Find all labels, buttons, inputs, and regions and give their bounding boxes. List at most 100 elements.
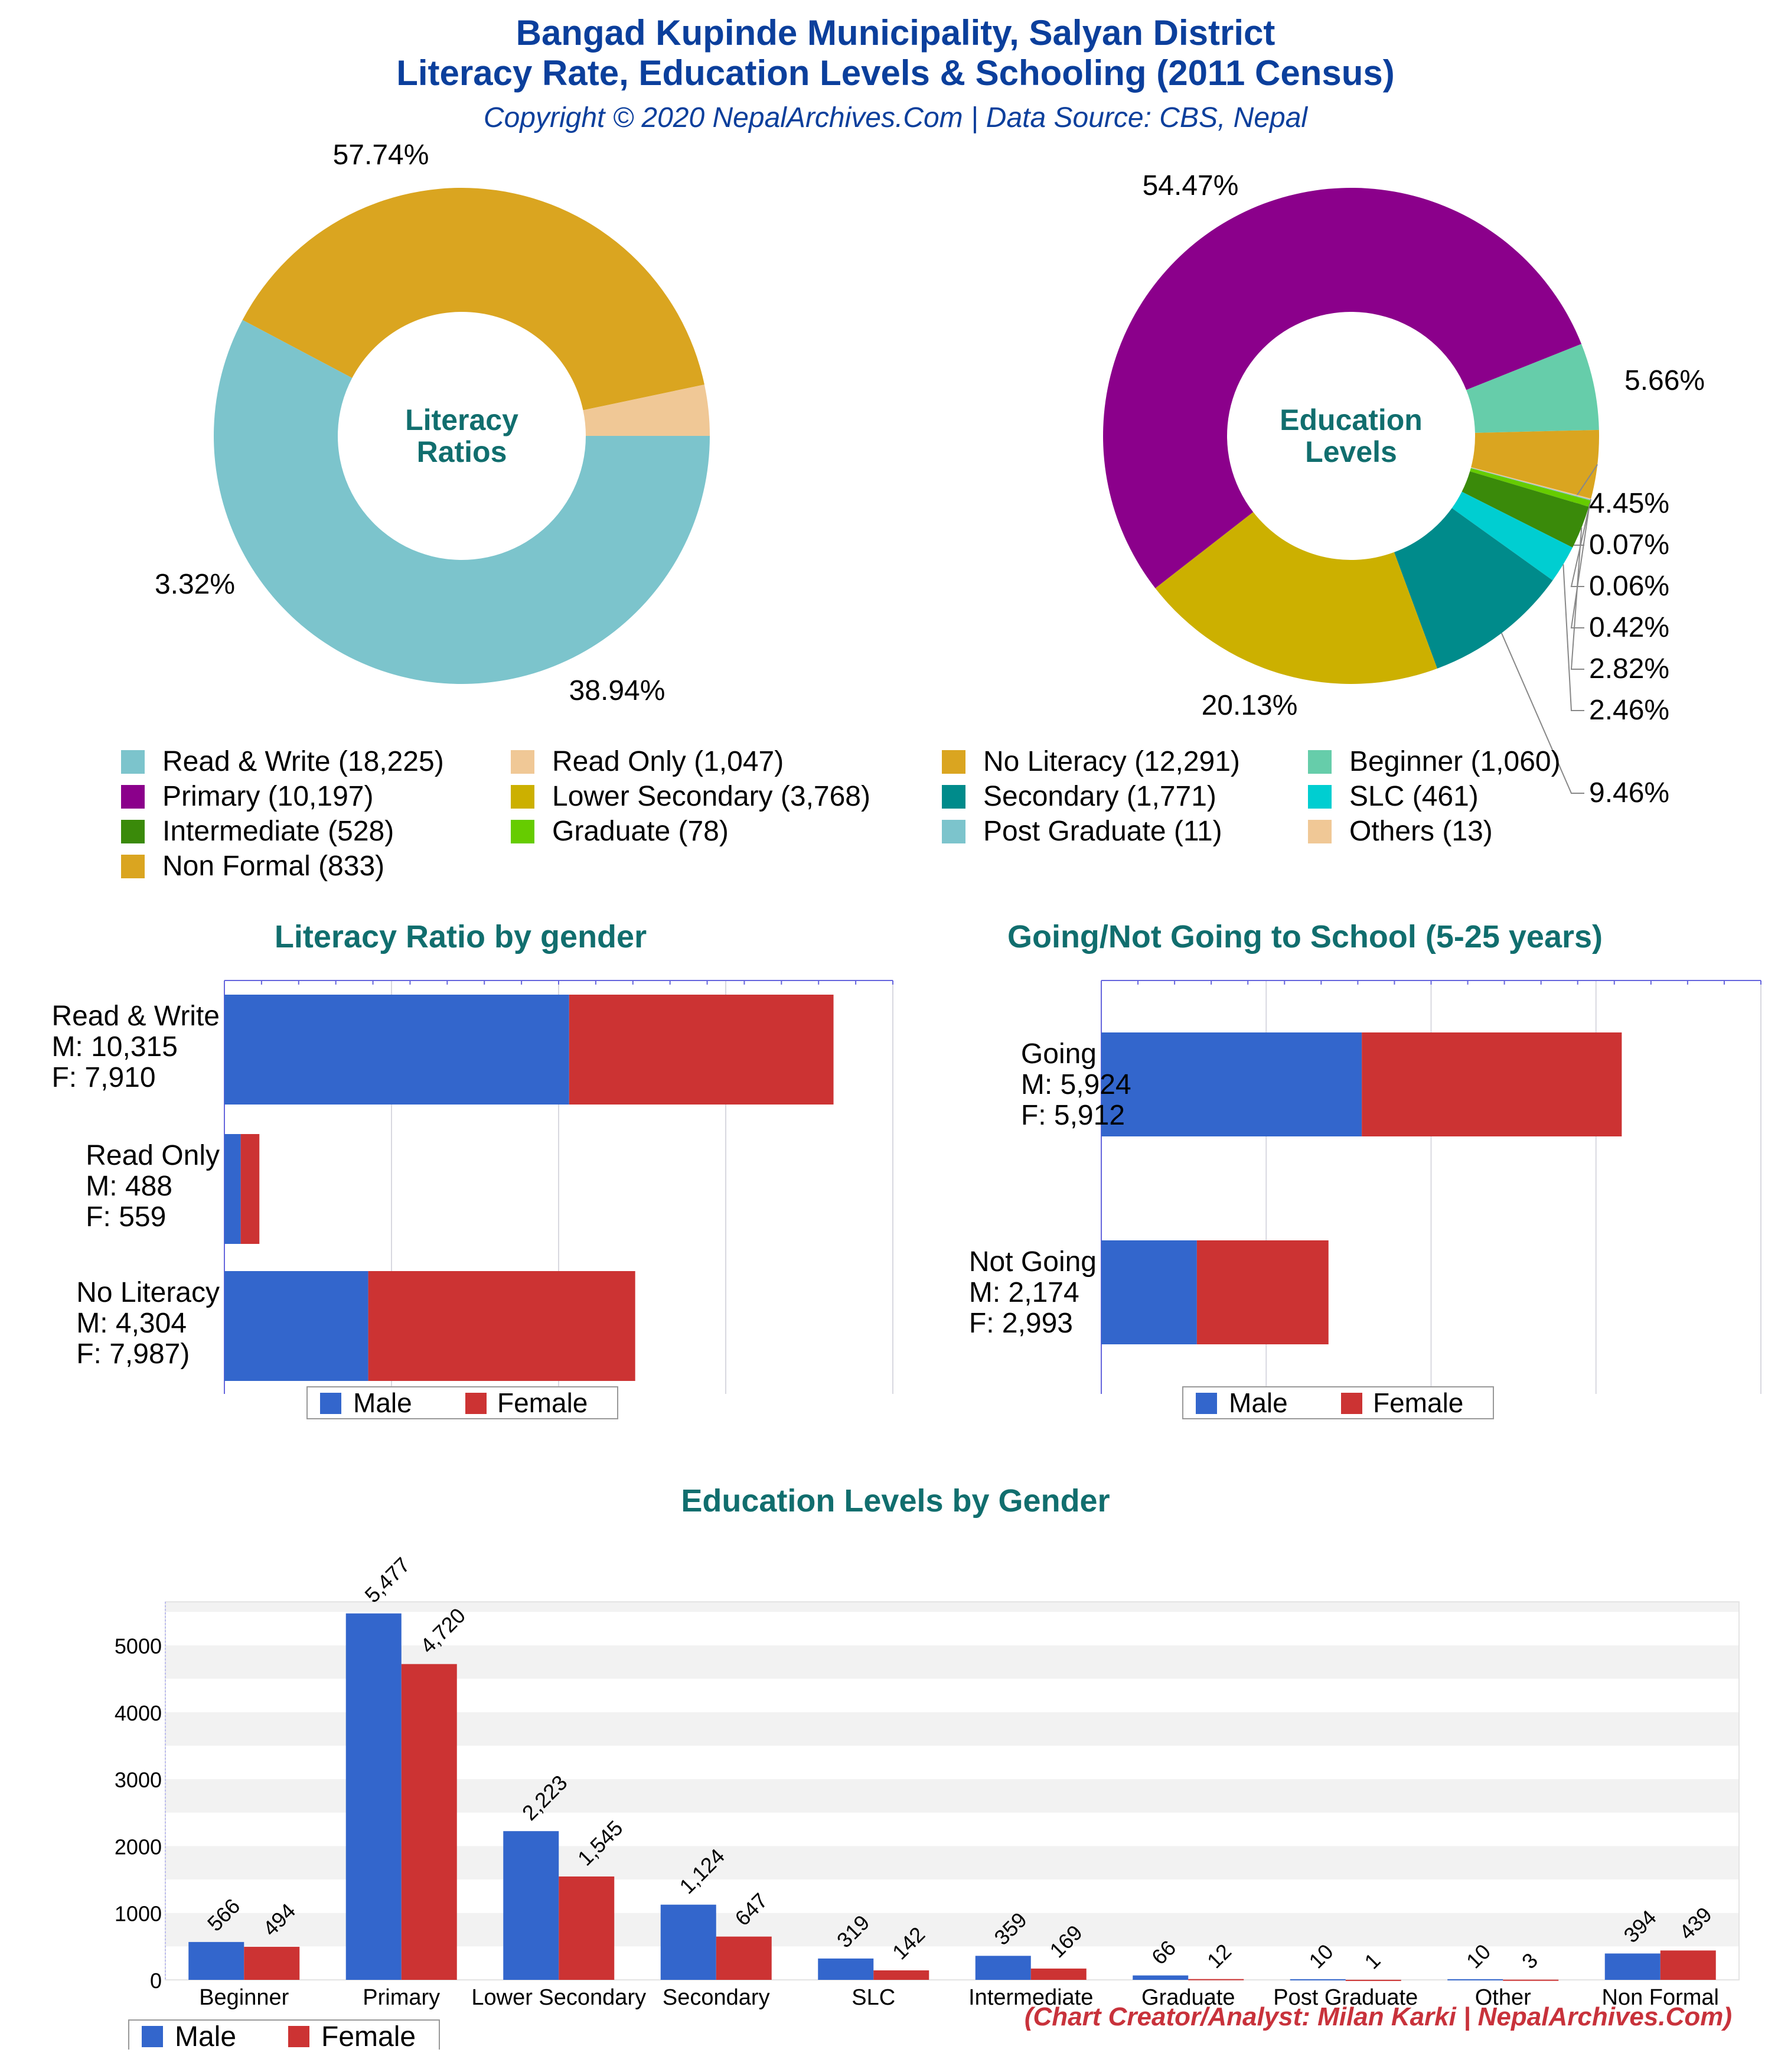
data-label-male-primary: 5,477 [360,1553,415,1608]
legend-label: Post Graduate (11) [983,816,1222,847]
slice-non-formal [1471,429,1599,499]
center-label: Ratios [417,435,507,468]
slice-slc [1451,491,1573,581]
category-label-no-literacy: F: 7,987) [76,1338,190,1370]
center-label: Levels [1305,435,1397,468]
x-tick-label-lower-secondary: Lower Secondary [471,1985,646,2010]
legend-swatch [942,784,965,809]
category-label-not-going: F: 2,993 [969,1308,1073,1339]
category-label-read-only: Read Only [86,1140,220,1171]
x-tick-label-beginner: Beginner [199,1985,289,2010]
legend-item-read-write: Read & Write (18,225) [121,745,444,778]
education-gender-title: Education Levels by Gender [681,1483,1110,1519]
bar-female-intermediate [1030,1968,1087,1980]
bar-female-lower-secondary [559,1876,615,1980]
chart-legend [306,1386,618,1419]
legend-swatch [942,750,965,774]
legend-label-female: Female [321,2021,416,2050]
leader-line-graduate [1570,503,1591,628]
leader-line-intermediate [1570,527,1584,670]
legend-swatch [511,750,534,774]
bar-female-going [1362,1032,1622,1136]
bar-male-no-literacy [224,1271,368,1381]
legend-item-intermediate: Intermediate (528) [121,815,394,848]
y-tick-label: 3000 [115,1768,162,1792]
bar-female-other [1503,1979,1559,1981]
legend-swatch [121,750,145,774]
pct-label-no-literacy: 38.94% [569,675,665,706]
center-label: Education [1280,403,1423,436]
category-label-not-going: Not Going [969,1246,1097,1278]
chart-credit: (Chart Creator/Analyst: Milan Karki | Ne… [1024,2002,1732,2031]
bar-male-other [1447,1979,1503,1980]
pct-label-read-only: 3.32% [155,569,235,600]
x-tick-label-secondary: Secondary [663,1985,770,2010]
leader-line-post-graduate [1570,500,1591,587]
category-label-read-write: M: 10,315 [51,1031,177,1063]
y-tick-label: 0 [150,1969,162,1993]
x-tick-label-graduate: Graduate [1141,1985,1235,2010]
pct-label-lower-secondary: 20.13% [1202,690,1298,721]
legend-item-read-only: Read Only (1,047) [511,745,784,778]
bar-female-read-write [569,995,834,1105]
legend-swatch [1308,750,1332,774]
pct-label-intermediate: 2.82% [1589,653,1669,685]
legend-swatch [121,854,145,878]
bar-male-post-graduate [1290,1979,1346,1980]
legend-label: Read & Write (18,225) [162,746,444,777]
slice-lower-secondary [1155,512,1437,685]
legend-label: Graduate (78) [552,816,729,847]
legend-item-graduate: Graduate (78) [511,815,729,848]
y-tick-label: 1000 [115,1902,162,1926]
legend-label-female: Female [1373,1387,1463,1418]
pct-label-non-formal: 4.45% [1589,488,1669,519]
legend-swatch [121,784,145,809]
legend-label-male: Male [175,2021,236,2050]
bar-female-no-literacy [368,1271,635,1381]
legend-item-no-literacy: No Literacy (12,291) [942,745,1240,778]
category-label-going: M: 5,924 [1021,1069,1131,1100]
legend-swatch-female [465,1393,487,1414]
center-label: Literacy [405,403,518,436]
legend-item-non-formal: Non Formal (833) [121,850,384,882]
bar-male-lower-secondary [503,1831,559,1980]
slice-beginner [1466,344,1599,433]
legend-item-beginner: Beginner (1,060) [1308,745,1561,778]
bar-female-primary [401,1664,457,1980]
leader-line-slc [1562,564,1584,711]
legend-label: Beginner (1,060) [1349,746,1561,777]
slice-read-only [583,385,710,436]
chart-legend [128,2019,440,2050]
slice-post-graduate [1470,467,1591,501]
subtitle: Copyright © 2020 NepalArchives.Com | Dat… [483,102,1308,133]
bar-male-beginner [188,1941,244,1980]
legend-swatch [511,784,534,809]
y-tick-label: 2000 [115,1835,162,1859]
legend-label: Lower Secondary (3,768) [552,781,870,812]
bar-male-read-write [224,995,569,1105]
legend-item-slc: SLC (461) [1308,780,1479,813]
x-tick-label-other: Other [1475,1985,1531,2010]
bar-female-post-graduate [1345,1979,1401,1981]
leader-line-secondary [1500,633,1584,794]
x-tick-label-primary: Primary [363,1985,440,2010]
category-label-going: Going [1021,1038,1097,1070]
pct-label-secondary: 9.46% [1589,777,1669,809]
grid-band [165,1602,1739,1612]
legend-item-primary: Primary (10,197) [121,780,373,813]
bar-male-not-going [1101,1240,1197,1344]
pct-label-primary: 54.47% [1143,170,1239,201]
category-label-not-going: M: 2,174 [969,1277,1079,1308]
bar-female-slc [873,1970,929,1980]
slice-secondary [1394,508,1553,669]
legend-label: No Literacy (12,291) [983,746,1240,777]
slice-intermediate [1461,471,1589,548]
slice-read-write [214,320,710,684]
legend-label: Secondary (1,771) [983,781,1216,812]
bar-male-non-formal [1604,1953,1660,1980]
y-tick-label: 4000 [115,1701,162,1725]
bar-female-graduate [1188,1979,1244,1980]
